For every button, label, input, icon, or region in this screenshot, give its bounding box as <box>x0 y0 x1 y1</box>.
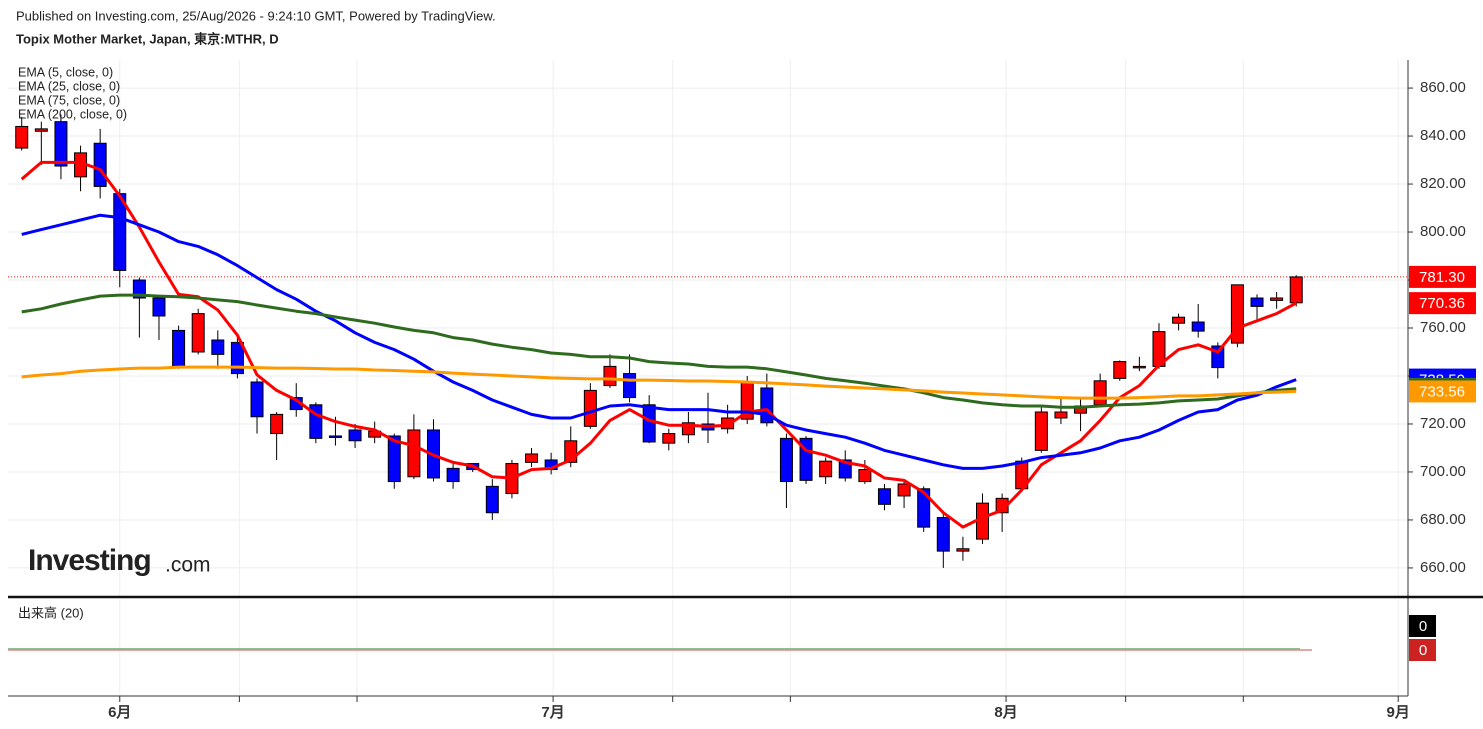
candle-body <box>407 429 421 478</box>
price-label: 733.56 <box>1419 383 1465 400</box>
candle-body <box>270 413 284 435</box>
candle-body <box>897 483 911 497</box>
y-tick-label: 700.00 <box>1420 463 1466 480</box>
y-tick-label: 760.00 <box>1420 319 1466 336</box>
candle-body <box>1289 276 1303 304</box>
candle-body <box>1093 380 1107 406</box>
candle-body <box>819 460 833 478</box>
y-tick-label: 840.00 <box>1420 127 1466 144</box>
candle-body <box>191 313 205 353</box>
price-label: 781.30 <box>1419 269 1465 286</box>
candle-body <box>1113 361 1127 379</box>
volume-label: 0 <box>1419 618 1427 635</box>
ema-line <box>21 365 1297 400</box>
candle-body <box>583 389 597 427</box>
candle-body <box>721 417 735 430</box>
candle-body <box>132 279 146 299</box>
candle-body <box>917 488 931 528</box>
candle-body <box>54 121 68 167</box>
candle-body <box>681 422 695 436</box>
candle-body <box>603 365 617 387</box>
candle-body <box>387 435 401 483</box>
candle-body <box>877 488 891 505</box>
volume-label-box <box>1409 615 1436 637</box>
legend-entry: EMA (75, close, 0) <box>18 93 120 107</box>
candle-body <box>348 429 362 442</box>
candle-body <box>936 517 950 552</box>
ema-line <box>20 160 1297 529</box>
x-tick-label: 9月 <box>1387 704 1410 721</box>
ema-line <box>21 293 1297 409</box>
candle-body <box>1054 411 1068 419</box>
logo: Investing <box>28 544 151 577</box>
candle-body <box>172 329 186 367</box>
symbol-title: Topix Mother Market, Japan, 東京:MTHR, D <box>16 31 279 46</box>
legend-entry: EMA (200, close, 0) <box>18 107 127 121</box>
logo-suffix: .com <box>165 554 211 577</box>
candle-body <box>1250 297 1264 307</box>
grid <box>8 60 1408 695</box>
candle-body <box>1172 316 1186 324</box>
y-tick-label: 660.00 <box>1420 559 1466 576</box>
candle-body <box>1132 365 1146 369</box>
candle-body <box>34 128 48 132</box>
y-tick-label: 680.00 <box>1420 511 1466 528</box>
candle-body <box>1191 321 1205 332</box>
price-label-box <box>1409 265 1476 288</box>
x-tick-label: 7月 <box>541 704 564 721</box>
candle-body <box>623 373 637 399</box>
volume-title: 出来高 (20) <box>18 605 84 620</box>
price-label: 770.36 <box>1419 295 1465 312</box>
y-tick-label: 720.00 <box>1420 415 1466 432</box>
candle-body <box>779 437 793 483</box>
candle-body <box>858 469 872 483</box>
legend-entry: EMA (5, close, 0) <box>18 65 113 79</box>
candle-body <box>93 142 107 187</box>
volume-ma-label-box <box>1409 639 1436 661</box>
candle-body <box>485 485 499 514</box>
candle-body <box>446 467 460 483</box>
x-tick-label: 8月 <box>994 704 1017 721</box>
price-label-box <box>1409 292 1476 315</box>
candle-body <box>15 125 29 149</box>
candle-body <box>250 381 264 418</box>
candle-body <box>662 433 676 444</box>
y-tick-label: 800.00 <box>1420 223 1466 240</box>
candle-body <box>211 339 225 355</box>
ema-line <box>21 213 1297 470</box>
candle-body <box>642 404 656 443</box>
candle-body <box>328 435 342 438</box>
published-note: Published on Investing.com, 25/Aug/2026 … <box>16 8 496 23</box>
volume-ma-label: 0 <box>1419 642 1427 659</box>
candle-body <box>1270 297 1284 301</box>
y-tick-label: 860.00 <box>1420 79 1466 96</box>
candle-body <box>1230 284 1244 344</box>
candle-body <box>956 548 970 552</box>
legend-entry: EMA (25, close, 0) <box>18 79 120 93</box>
y-tick-label: 820.00 <box>1420 175 1466 192</box>
candle-body <box>152 297 166 317</box>
price-label-box <box>1409 380 1476 403</box>
x-tick-label: 6月 <box>108 704 131 721</box>
candle-body <box>1034 411 1048 451</box>
candle-body <box>525 453 539 463</box>
